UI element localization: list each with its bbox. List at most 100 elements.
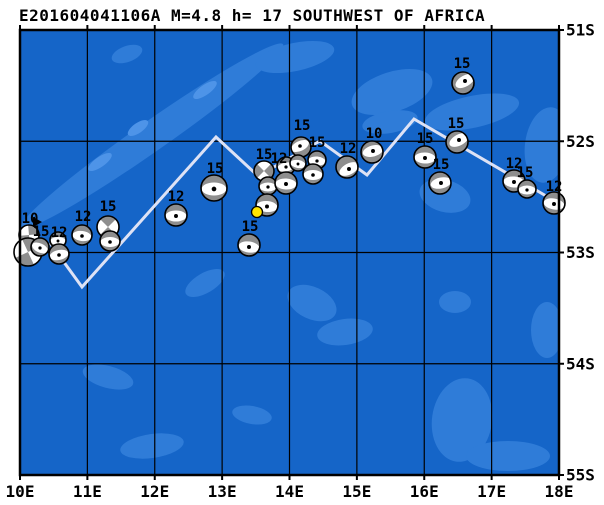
bathymetry-patch xyxy=(351,68,433,116)
focal-mechanism-outline xyxy=(274,171,298,195)
pressure-axis-dot xyxy=(211,186,217,192)
event-flag xyxy=(33,217,42,227)
focal-mechanism-outline xyxy=(451,71,475,95)
focal-mechanism xyxy=(99,230,121,252)
depth-km-label: 15 xyxy=(433,157,450,173)
focal-mechanism xyxy=(428,171,452,195)
focal-mechanism-outline xyxy=(71,224,93,246)
lon-axis-label: 18E xyxy=(545,482,574,501)
pressure-axis-dot xyxy=(298,144,302,148)
depth-km-label: 15 xyxy=(517,165,534,181)
focal-mechanism xyxy=(360,140,384,164)
focal-mechanism-outline xyxy=(30,237,50,257)
bathymetry-patch xyxy=(120,433,184,459)
focal-mechanism xyxy=(445,130,469,154)
lon-axis-label: 17E xyxy=(477,482,506,501)
focal-mechanism xyxy=(274,171,298,195)
focal-mechanism-outline xyxy=(517,179,537,199)
depth-km-label: 15 xyxy=(294,118,311,134)
focal-mechanism-outline xyxy=(302,163,324,185)
bathymetry-patch xyxy=(111,44,143,64)
pressure-axis-dot xyxy=(247,245,251,249)
depth-km-label: 12 xyxy=(271,151,288,167)
focal-mechanism xyxy=(253,160,275,182)
compression-quadrants xyxy=(254,163,274,179)
bathymetry-patch xyxy=(287,284,337,322)
depth-km-label: 15 xyxy=(309,135,326,151)
bathymetry-patch xyxy=(232,405,272,425)
axis-labels: 10E 11E 12E 13E 14E 15E 16E 17E 18E 51S 52S 53S 54S 5… xyxy=(6,21,595,502)
pressure-axis-dot xyxy=(108,240,112,244)
focal-mechanism xyxy=(237,233,261,257)
pressure-axis-dot xyxy=(315,159,319,163)
lat-axis-label: 53S xyxy=(566,243,595,262)
lat-axis-label: 54S xyxy=(566,354,595,373)
depth-km-label: 10 xyxy=(22,211,39,227)
depth-km-label: 15 xyxy=(100,199,117,215)
focal-mechanism xyxy=(30,237,50,257)
pressure-axis-dot xyxy=(439,181,443,185)
focal-mechanism-outline xyxy=(428,171,452,195)
bathymetry-patch xyxy=(362,110,418,134)
lon-axis-label: 10E xyxy=(6,482,35,501)
pressure-axis-dot xyxy=(423,156,427,160)
bathymetry-layer xyxy=(20,40,559,471)
plot-title: E201604041106A M=4.8 h= 17 SOUTHWEST OF … xyxy=(19,6,485,25)
focal-mechanism-outline xyxy=(99,230,121,252)
depth-km-label: 12 xyxy=(51,225,68,241)
depth-km-label: 15 xyxy=(33,224,50,240)
focal-mechanism xyxy=(48,243,70,265)
focal-mechanism-outline xyxy=(237,233,261,257)
focal-mechanism-layer xyxy=(13,71,566,267)
depth-km-label: 15 xyxy=(454,56,471,72)
focal-mechanism xyxy=(200,174,228,202)
lat-axis-label: 52S xyxy=(566,132,595,151)
pressure-axis-dot xyxy=(265,204,269,209)
bathymetry-patch xyxy=(88,152,112,172)
focal-mechanism xyxy=(164,203,188,227)
focal-mechanism xyxy=(451,71,475,95)
lon-axis-label: 14E xyxy=(275,482,304,501)
bathymetry-patch xyxy=(255,40,335,74)
axis-ticks xyxy=(19,25,564,480)
depth-km-label: 15 xyxy=(417,131,434,147)
pressure-axis-dot xyxy=(57,253,61,257)
bathymetry-patch xyxy=(193,80,217,100)
depth-km-label: 10 xyxy=(366,126,383,142)
focal-mechanism xyxy=(302,163,324,185)
bathymetry-patch xyxy=(439,291,471,313)
focal-mechanism-outline xyxy=(48,243,70,265)
pressure-axis-dot xyxy=(347,167,351,171)
focal-mechanism-outline xyxy=(200,174,228,202)
pressure-axis-dot xyxy=(525,188,529,192)
pressure-axis-dot xyxy=(38,246,42,250)
lon-axis-label: 16E xyxy=(410,482,439,501)
bathymetry-patch xyxy=(531,302,559,358)
bathymetry-patch xyxy=(127,119,149,137)
pressure-axis-dot xyxy=(371,149,375,153)
pressure-axis-dot xyxy=(512,180,516,184)
focal-mechanism xyxy=(542,191,566,215)
focal-mechanism xyxy=(290,136,312,158)
focal-mechanism xyxy=(289,154,307,172)
bathymetry-patch xyxy=(82,364,134,390)
bathymetry-patch xyxy=(431,378,493,462)
focal-mechanism-outline xyxy=(164,203,188,227)
focal-mechanism-outline xyxy=(289,154,307,172)
focal-mechanism-outline xyxy=(542,191,566,215)
focal-mechanism xyxy=(517,179,537,199)
lon-axis-label: 15E xyxy=(342,482,371,501)
lon-axis-label: 11E xyxy=(73,482,102,501)
depth-km-label: 15 xyxy=(242,219,259,235)
focal-mechanism-outline xyxy=(413,145,437,169)
depth-km-label: 12 xyxy=(168,189,185,205)
lat-axis-label: 55S xyxy=(566,466,595,485)
depth-km-label: 15 xyxy=(448,116,465,132)
pressure-axis-dot xyxy=(284,182,288,186)
focal-mechanism-outline xyxy=(335,155,359,179)
focal-mechanism xyxy=(71,224,93,246)
focal-mechanism-outline xyxy=(255,193,279,217)
